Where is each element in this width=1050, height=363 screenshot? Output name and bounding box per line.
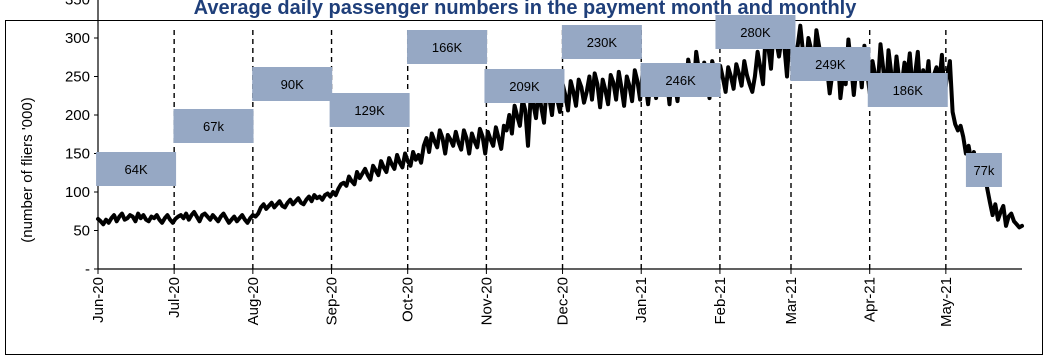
monthly-average-box <box>484 69 565 103</box>
monthly-average-box <box>96 152 177 186</box>
y-axis-label: (number of fliers '000) <box>19 97 36 242</box>
chart-title: Average daily passenger numbers in the p… <box>193 0 857 19</box>
monthly-average-label: 280K <box>740 25 771 40</box>
x-tick-label: Oct-20 <box>400 277 417 322</box>
x-tick-label: May-21 <box>938 277 955 327</box>
x-tick-label: Feb-21 <box>712 277 729 325</box>
y-tick-label: 200 <box>65 107 90 124</box>
monthly-average-label: 166K <box>432 40 463 55</box>
monthly-average-box <box>965 153 1002 187</box>
x-tick-label: Aug-20 <box>245 277 262 325</box>
monthly-average-box <box>561 25 642 59</box>
y-tick-label: 100 <box>65 184 90 201</box>
monthly-average-label: 246K <box>665 73 696 88</box>
monthly-average-box <box>867 73 948 107</box>
y-tick-label: 150 <box>65 146 90 163</box>
y-tick-label: - <box>85 261 90 278</box>
x-tick-label: Mar-21 <box>783 277 800 325</box>
monthly-average-label: 129K <box>354 103 385 118</box>
monthly-average-box <box>407 30 488 64</box>
monthly-average-box <box>715 15 796 49</box>
monthly-average-box <box>173 109 254 143</box>
x-tick-label: Apr-21 <box>862 277 879 322</box>
monthly-average-label: 209K <box>509 79 540 94</box>
monthly-average-box <box>252 67 333 101</box>
monthly-average-label: 249K <box>815 57 846 72</box>
monthly-average-label: 77k <box>973 163 994 178</box>
monthly-average-box <box>790 47 871 81</box>
y-tick-label: 50 <box>73 223 90 240</box>
chart-frame <box>5 20 1043 355</box>
x-tick-label: Jan-21 <box>633 277 650 323</box>
y-tick-label: 350 <box>65 0 90 9</box>
y-tick-label: 300 <box>65 30 90 47</box>
x-tick-label: Sep-20 <box>324 277 341 325</box>
monthly-average-box <box>329 93 410 127</box>
monthly-average-label: 186K <box>893 83 924 98</box>
x-tick-label: Jul-20 <box>166 277 183 318</box>
monthly-average-label: 67k <box>203 119 224 134</box>
monthly-average-label: 90K <box>281 77 304 92</box>
x-tick-label: Dec-20 <box>555 277 572 325</box>
y-tick-label: 250 <box>65 69 90 86</box>
x-tick-label: Nov-20 <box>478 277 495 325</box>
x-tick-label: Jun-20 <box>90 277 107 323</box>
monthly-average-label: 64K <box>125 162 148 177</box>
monthly-average-box <box>640 63 721 97</box>
monthly-average-label: 230K <box>587 35 618 50</box>
